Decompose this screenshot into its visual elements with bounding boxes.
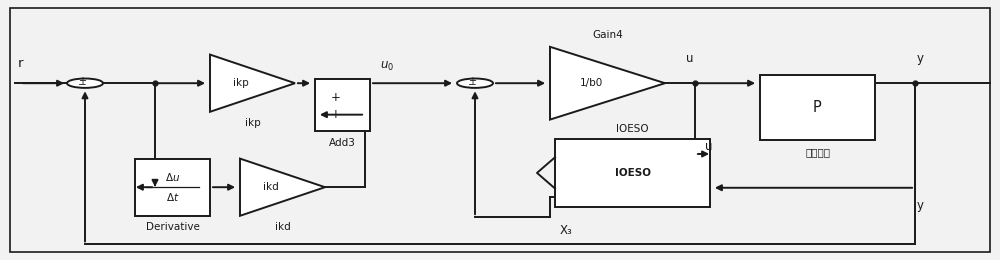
Text: +: + (78, 76, 86, 86)
Bar (135, 159, 210, 216)
Text: 1/b0: 1/b0 (580, 78, 603, 88)
Text: ikd: ikd (275, 222, 290, 232)
Polygon shape (210, 55, 295, 112)
Bar (760, 75, 875, 140)
Text: +: + (331, 91, 341, 104)
Text: u: u (686, 52, 694, 65)
Text: P: P (813, 100, 822, 115)
Text: IOESO: IOESO (615, 168, 651, 178)
Text: y: y (916, 52, 924, 65)
Text: −: − (78, 80, 87, 90)
Text: +: + (331, 108, 341, 121)
Text: Add3: Add3 (329, 138, 356, 148)
Polygon shape (240, 159, 325, 216)
Text: ikp: ikp (233, 78, 248, 88)
Text: ikp: ikp (245, 118, 260, 128)
Circle shape (457, 79, 493, 88)
Bar (555, 139, 710, 207)
Text: $u_0$: $u_0$ (380, 60, 394, 73)
Bar (315, 79, 370, 131)
Text: ikd: ikd (263, 182, 278, 192)
Text: Derivative: Derivative (146, 222, 199, 232)
Polygon shape (550, 47, 665, 120)
Text: −: − (468, 80, 477, 90)
Circle shape (67, 79, 103, 88)
Text: y: y (916, 199, 924, 212)
Text: r: r (18, 57, 24, 70)
Text: $\Delta t$: $\Delta t$ (166, 191, 179, 203)
Text: u: u (705, 140, 712, 153)
Text: Gain4: Gain4 (592, 30, 623, 40)
Text: IOESO: IOESO (616, 124, 649, 134)
Text: 被控对象: 被控对象 (805, 147, 830, 157)
Text: $\Delta u$: $\Delta u$ (165, 171, 180, 183)
Text: +: + (468, 76, 476, 86)
Text: X₃: X₃ (560, 224, 573, 237)
